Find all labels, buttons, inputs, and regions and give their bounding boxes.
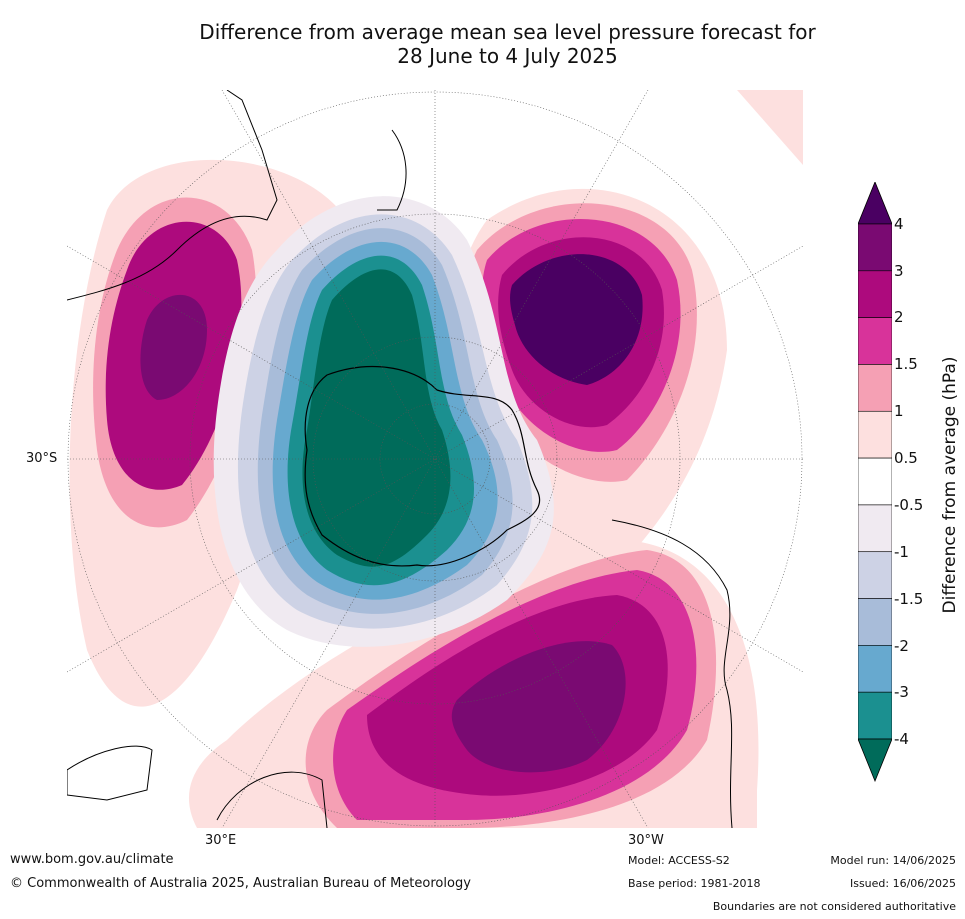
footer-copyright: © Commonwealth of Australia 2025, Austra… [10,876,471,891]
colorbar-tick: -1 [894,543,909,561]
colorbar [858,182,892,782]
title-line-2: 28 June to 4 July 2025 [397,44,618,68]
colorbar-segment [858,457,892,506]
colorbar-tick: -3 [894,683,909,701]
footer-model-run: Model run: 14/06/2025 [830,854,956,867]
colorbar-bottom-extension [858,738,892,782]
colorbar-tick: -1.5 [894,590,924,608]
colorbar-segment [858,598,892,646]
colorbar-segment [858,223,892,272]
colorbar-tick: 3 [894,262,904,280]
colorbar-tick: 2 [894,308,904,326]
colorbar-tick: 0.5 [894,449,918,467]
footer-model: Model: ACCESS-S2 [628,854,730,867]
map-title: Difference from average mean sea level p… [0,20,965,68]
colorbar-axis-label: Difference from average (hPa) [940,356,960,614]
map-svg [67,90,803,828]
footer-issued: Issued: 16/06/2025 [849,877,956,890]
latitude-label-30s: 30°S [26,451,58,466]
title-line-1: Difference from average mean sea level p… [199,20,816,44]
colorbar-tick: 1 [894,402,904,420]
colorbar-segment [858,691,892,740]
polar-pressure-map [67,90,803,828]
colorbar-segment [858,410,892,459]
footer-url: www.bom.gov.au/climate [10,852,174,867]
colorbar-segment [858,551,892,599]
colorbar-segment [858,270,892,318]
colorbar-tick: -2 [894,637,909,655]
longitude-label-30e: 30°E [205,833,237,848]
colorbar-segment [858,645,892,693]
colorbar-top-extension [858,182,892,225]
longitude-label-30w: 30°W [628,833,664,848]
colorbar-segment [858,364,892,412]
footer-disclaimer: Boundaries are not considered authoritat… [712,900,956,913]
colorbar-segment [858,317,892,365]
colorbar-tick: 1.5 [894,355,918,373]
colorbar-tick: -4 [894,730,909,748]
footer-base-period: Base period: 1981-2018 [628,877,761,890]
colorbar-tick: 4 [894,215,904,233]
colorbar-tick: -0.5 [894,496,924,514]
colorbar-segment [858,504,892,553]
